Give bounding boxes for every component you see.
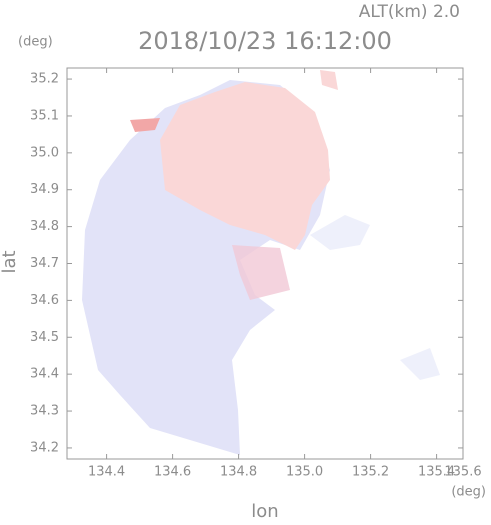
y-tick-label: 34.2 (30, 440, 59, 455)
y-tick-label: 35.0 (30, 145, 59, 160)
y-tick-label: 34.4 (30, 367, 59, 382)
field-blue (400, 348, 440, 380)
y-tick-label: 34.6 (30, 293, 59, 308)
y-tick-label: 34.9 (30, 182, 59, 197)
y-tick-label: 34.5 (30, 330, 59, 345)
field-red (160, 82, 330, 250)
y-tick-label: 35.1 (30, 108, 59, 123)
field-red (320, 70, 338, 90)
x-unit: (deg) (451, 485, 486, 500)
field-red (130, 118, 160, 132)
field-blue (310, 215, 370, 250)
altitude: ALT(km) 2.0 (359, 2, 460, 22)
x-axis-label: lon (251, 501, 278, 521)
x-tick-label: 134.4 (88, 465, 125, 480)
y-tick-label: 34.3 (30, 404, 59, 419)
y-tick-label: 35.2 (30, 72, 59, 87)
x-tick-label: 135.0 (286, 465, 323, 480)
x-tick-label: 134.8 (220, 465, 257, 480)
field-mixed (232, 245, 290, 300)
y-unit: (deg) (18, 35, 53, 50)
y-tick-label: 34.8 (30, 219, 59, 234)
y-axis-label: lat (0, 250, 20, 273)
x-tick-label: 134.6 (154, 465, 191, 480)
x-tick-label: 135.2 (352, 465, 389, 480)
x-tick-label: 135.4 (418, 465, 455, 480)
chart-title: 2018/10/23 16:12:00 (138, 27, 392, 55)
x-tick-label: 135.6 (444, 465, 481, 480)
y-tick-label: 34.7 (30, 256, 59, 271)
radar-field (82, 70, 440, 455)
